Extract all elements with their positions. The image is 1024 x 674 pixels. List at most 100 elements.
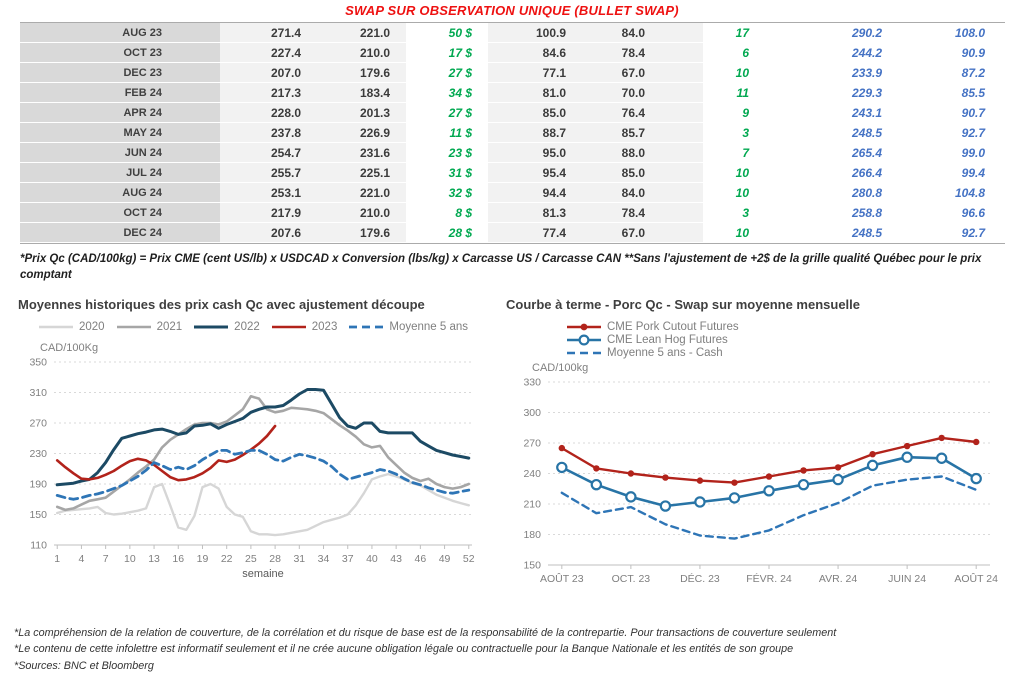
table-cell: 9 xyxy=(703,103,775,123)
table-cell: 3 xyxy=(703,123,775,143)
svg-text:25: 25 xyxy=(245,553,257,565)
footer-line: *La compréhension de la relation de couv… xyxy=(14,627,837,640)
svg-text:16: 16 xyxy=(172,553,184,565)
legend-line-swatch xyxy=(567,323,601,331)
svg-text:semaine: semaine xyxy=(242,568,284,579)
table-cell: 87.2 xyxy=(900,63,1005,83)
table-cell: 244.2 xyxy=(775,43,900,63)
legend-label: 2023 xyxy=(311,321,338,334)
table-cell: 265.4 xyxy=(775,143,900,163)
svg-text:DÉC. 23: DÉC. 23 xyxy=(680,572,720,585)
unit-label: CAD/100Kg xyxy=(40,342,99,355)
svg-text:13: 13 xyxy=(148,553,160,565)
table-cell: 78.4 xyxy=(588,203,703,223)
table-cell: 77.1 xyxy=(488,63,588,83)
table-cell: 90.7 xyxy=(900,103,1005,123)
table-cell: 6 xyxy=(703,43,775,63)
table-cell: 183.4 xyxy=(313,83,406,103)
svg-text:330: 330 xyxy=(523,377,541,389)
table-cell: 90.9 xyxy=(900,43,1005,63)
table-cell: 221.0 xyxy=(313,23,406,43)
table-cell: 70.0 xyxy=(588,83,703,103)
table-cell-month: DEC 24 xyxy=(20,223,220,243)
table-cell: 226.9 xyxy=(313,123,406,143)
table-cell: 207.0 xyxy=(220,63,313,83)
table-cell: 108.0 xyxy=(900,23,1005,43)
table-cell: 10 xyxy=(703,223,775,243)
chart-panel-forward-curve: Courbe à terme - Porc Qc - Swap sur moye… xyxy=(502,297,1022,604)
legend-label: 2022 xyxy=(234,321,260,334)
table-cell: 81.3 xyxy=(488,203,588,223)
table-cell: 88.7 xyxy=(488,123,588,143)
table-cell: 221.0 xyxy=(313,183,406,203)
svg-text:19: 19 xyxy=(197,553,209,565)
table-cell: 84.0 xyxy=(588,23,703,43)
svg-text:37: 37 xyxy=(342,553,354,565)
table-cell: 228.0 xyxy=(220,103,313,123)
table-cell: 8 $ xyxy=(406,203,488,223)
table-cell: 280.8 xyxy=(775,183,900,203)
table-cell-month: DEC 23 xyxy=(20,63,220,83)
table-cell-month: APR 24 xyxy=(20,103,220,123)
chart-title: Courbe à terme - Porc Qc - Swap sur moye… xyxy=(506,297,860,313)
svg-text:1: 1 xyxy=(54,553,60,565)
table-cell: 210.0 xyxy=(313,43,406,63)
table-cell: 207.6 xyxy=(220,223,313,243)
table-cell: 17 $ xyxy=(406,43,488,63)
table-cell: 95.4 xyxy=(488,163,588,183)
table-cell: 85.7 xyxy=(588,123,703,143)
table-cell-month: JUL 24 xyxy=(20,163,220,183)
table-cell: 95.0 xyxy=(488,143,588,163)
table-cell: 243.1 xyxy=(775,103,900,123)
svg-text:180: 180 xyxy=(523,529,541,541)
table-cell: 81.0 xyxy=(488,83,588,103)
table-cell: 92.7 xyxy=(900,123,1005,143)
legend-line-swatch xyxy=(38,325,73,329)
legend-line-swatch xyxy=(567,351,601,355)
table-cell-month: FEB 24 xyxy=(20,83,220,103)
chart-svg: 110 150 190 230 270 310 350 1 4 7 10 13 16 19 22 25 28 31… xyxy=(29,357,474,581)
table-cell: 23 $ xyxy=(406,143,488,163)
table-cell: 10 xyxy=(703,183,775,203)
table-cell: 28 $ xyxy=(406,223,488,243)
chart-svg: 150 180 210 240 270 300 330 AOÛT 23 OCT. 23 DÉC. … xyxy=(523,377,998,586)
table-cell: 77.4 xyxy=(488,223,588,243)
table-cell: 255.7 xyxy=(220,163,313,183)
svg-text:110: 110 xyxy=(30,540,47,552)
svg-text:43: 43 xyxy=(390,553,402,565)
table-cell: 32 $ xyxy=(406,183,488,203)
legend-item: Moyenne 5 ans - Cash xyxy=(566,347,809,359)
legend-item: CME Lean Hog Futures xyxy=(566,334,809,346)
legend-label: 2020 xyxy=(78,321,105,334)
table-cell: 11 xyxy=(703,83,775,103)
table-cell: 92.7 xyxy=(900,223,1005,243)
table-cell: 253.1 xyxy=(220,183,313,203)
table-cell: 99.0 xyxy=(900,143,1005,163)
svg-text:22: 22 xyxy=(221,553,233,565)
svg-text:10: 10 xyxy=(124,553,136,565)
table-cell: 67.0 xyxy=(588,223,703,243)
svg-text:AVR. 24: AVR. 24 xyxy=(819,573,857,585)
table-cell: 99.4 xyxy=(900,163,1005,183)
chart-panel-historical: Moyennes historiques des prix cash Qc av… xyxy=(14,297,492,604)
table-cell-month: JUN 24 xyxy=(20,143,220,163)
svg-text:310: 310 xyxy=(29,387,47,399)
table-cell-month: AUG 23 xyxy=(20,23,220,43)
chart-legend-1: CME Pork Cutout Futures CME Lean Hog Futu… xyxy=(566,321,1022,359)
table-cell: 10 xyxy=(703,163,775,183)
svg-text:150: 150 xyxy=(523,560,541,572)
table-cell: 210.0 xyxy=(313,203,406,223)
table-cell: 85.0 xyxy=(588,163,703,183)
svg-text:JUIN 24: JUIN 24 xyxy=(888,573,926,585)
footer-line: *Le contenu de cette infolettre est info… xyxy=(14,643,794,656)
table-cell: 27 $ xyxy=(406,63,488,83)
table-cell: 84.6 xyxy=(488,43,588,63)
table-cell-month: AUG 24 xyxy=(20,183,220,203)
table-cell: 34 $ xyxy=(406,83,488,103)
table-cell: 225.1 xyxy=(313,163,406,183)
table-cell: 248.5 xyxy=(775,223,900,243)
table-cell: 227.4 xyxy=(220,43,313,63)
table-cell: 100.9 xyxy=(488,23,588,43)
legend-label: Moyenne 5 ans - Cash xyxy=(607,347,723,360)
svg-text:40: 40 xyxy=(366,553,378,565)
